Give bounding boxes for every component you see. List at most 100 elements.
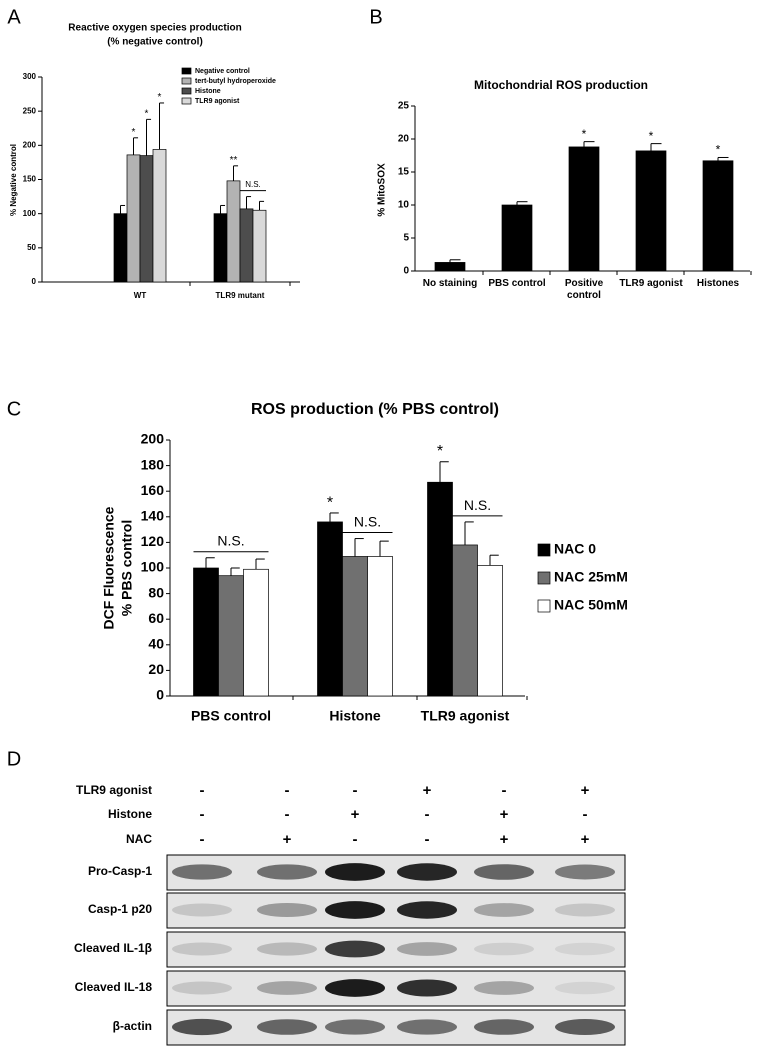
x-tick-label: PBS control	[488, 278, 546, 289]
band-label: Cleaved IL-18	[75, 980, 153, 994]
error-bar	[379, 540, 389, 557]
blot-band	[397, 942, 457, 956]
legend-label: Negative control	[195, 68, 250, 75]
blot-band	[555, 1019, 615, 1035]
chart-title: (% negative control)	[107, 37, 203, 48]
error-bar	[464, 521, 474, 545]
error-bar	[159, 102, 165, 150]
treatment-sign: -	[502, 782, 507, 799]
legend-swatch	[537, 571, 551, 585]
y-tick-label: 15	[398, 167, 410, 178]
blot-band	[325, 1019, 385, 1035]
y-tick-label: 100	[23, 209, 37, 218]
x-tick-label: WT	[134, 291, 147, 300]
y-tick-label: 50	[27, 243, 36, 252]
treatment-sign: +	[500, 806, 509, 823]
blot-band	[172, 1018, 232, 1036]
legend-label: NAC 25mM	[554, 569, 628, 585]
legend-swatch	[181, 97, 192, 105]
y-tick-label: 100	[141, 559, 165, 575]
chart-title: Reactive oxygen species production	[68, 23, 241, 34]
bar	[367, 556, 393, 697]
blot-frame	[166, 931, 626, 968]
blot-band	[397, 863, 457, 881]
error-bar	[259, 200, 265, 211]
error-bar	[489, 554, 499, 566]
error-bar	[439, 461, 449, 483]
legend-swatch	[181, 77, 192, 85]
x-tick-label: TLR9 agonist	[421, 708, 510, 724]
treatment-sign: -	[200, 831, 205, 848]
y-tick-label: 0	[156, 687, 164, 703]
bar	[113, 213, 128, 283]
chart-title: ROS production (% PBS control)	[251, 401, 499, 418]
y-tick-label: 25	[398, 101, 410, 112]
blot-band	[474, 903, 534, 917]
treatment-sign: -	[285, 782, 290, 799]
bar	[434, 262, 466, 272]
error-bar	[650, 143, 662, 151]
significance-label: *	[132, 127, 136, 138]
y-tick-label: 160	[141, 482, 165, 498]
treatment-sign: -	[200, 782, 205, 799]
x-tick-label: Positive control	[564, 278, 604, 301]
significance-label: *	[437, 443, 443, 460]
blot-band	[257, 902, 317, 918]
error-bar	[583, 141, 595, 147]
error-bar	[233, 165, 239, 181]
treatment-sign: +	[581, 782, 590, 799]
y-tick-label: 10	[398, 200, 410, 211]
error-bar	[329, 512, 339, 522]
treatment-sign: -	[285, 806, 290, 823]
blot-band	[257, 981, 317, 995]
error-bar	[230, 567, 240, 576]
blot-frame	[166, 1009, 626, 1046]
blot-band	[257, 864, 317, 880]
legend-label: NAC 50mM	[554, 597, 628, 613]
significance-label: N.S.	[217, 533, 244, 549]
treatment-sign: +	[423, 782, 432, 799]
legend-swatch	[537, 543, 551, 557]
legend-swatch	[181, 67, 192, 75]
y-tick-label: 5	[403, 233, 409, 244]
x-tick-label: Histone	[329, 708, 381, 724]
treatment-sign: -	[200, 806, 205, 823]
legend-swatch	[181, 87, 192, 95]
bar	[243, 568, 269, 697]
blot-band	[172, 942, 232, 956]
significance-label: *	[649, 129, 654, 143]
band-label: β-actin	[113, 1019, 152, 1033]
blot-band	[397, 1019, 457, 1035]
y-tick-label: 40	[148, 636, 164, 652]
y-tick-label: 0	[403, 266, 409, 277]
blot-band	[172, 981, 232, 995]
y-tick-label: 200	[23, 140, 37, 149]
bar	[226, 180, 241, 283]
panel-label: A	[7, 6, 21, 28]
error-bar	[516, 201, 528, 205]
blot-band	[555, 981, 615, 995]
significance-label: N.S.	[245, 180, 261, 189]
treatment-label: NAC	[126, 832, 152, 846]
treatment-sign: -	[425, 831, 430, 848]
bar	[635, 150, 667, 272]
y-tick-label: 180	[141, 456, 165, 472]
y-axis-label: % Negative control	[9, 144, 18, 216]
bar	[317, 521, 343, 697]
panel-label: C	[7, 398, 21, 420]
x-tick-label: PBS control	[191, 708, 271, 724]
blot-band	[555, 942, 615, 956]
blot-band	[257, 1019, 317, 1035]
band-label: Cleaved IL-1β	[74, 941, 152, 955]
blot-band	[325, 940, 385, 958]
blot-band	[325, 979, 385, 997]
treatment-sign: -	[583, 806, 588, 823]
y-tick-label: 300	[23, 72, 37, 81]
bar	[213, 213, 228, 283]
bar	[139, 155, 154, 283]
error-bar	[146, 118, 152, 156]
x-tick-label: TLR9 mutant	[216, 291, 265, 300]
treatment-sign: -	[353, 831, 358, 848]
significance-label: *	[145, 108, 149, 119]
y-tick-label: 120	[141, 533, 165, 549]
